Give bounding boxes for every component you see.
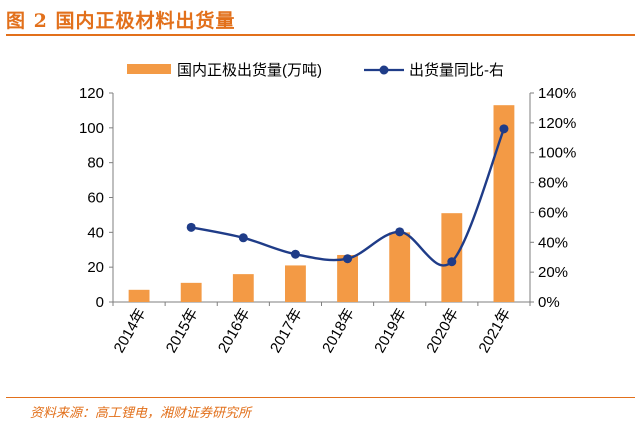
x-tick-label: 2016年 (215, 306, 254, 356)
legend-line-label: 出货量同比-右 (409, 62, 504, 79)
legend-line-marker (379, 65, 389, 75)
yoy-point-2017年 (290, 249, 300, 259)
x-tick-label: 2019年 (371, 306, 410, 356)
bar-2019年 (389, 232, 411, 302)
yoy-point-2018年 (343, 254, 353, 264)
yoy-line (186, 124, 509, 267)
legend-bar-swatch (127, 64, 171, 74)
y-left-tick-label: 20 (87, 259, 104, 276)
yoy-point-2020年 (447, 257, 457, 267)
y-left-tick-label: 60 (87, 190, 104, 207)
yoy-point-2016年 (238, 233, 248, 243)
y-right-tick-label: 100% (538, 145, 576, 162)
bar-2017年 (285, 265, 306, 302)
bottom-divider (6, 397, 635, 398)
chart-title: 图 2 国内正极材料出货量 (6, 10, 236, 32)
bar-2018年 (337, 254, 358, 302)
x-tick-label: 2021年 (475, 306, 514, 356)
y-right-tick-label: 80% (538, 175, 568, 192)
x-tick-label: 2014年 (111, 306, 150, 356)
y-right-tick-label: 0% (538, 294, 560, 311)
x-axis-labels: 2014年 2015年 2016年 2017年 2018年 2019年 2020年 2021年 (111, 306, 515, 356)
yoy-point-2021年 (499, 124, 509, 134)
bars (128, 105, 515, 302)
y-right-tick-label: 40% (538, 234, 568, 251)
bar-2014年 (128, 289, 150, 302)
legend-bar-label: 国内正极出货量(万吨) (177, 62, 322, 79)
x-tick-label: 2015年 (163, 306, 202, 356)
y-left-tick-label: 0 (96, 294, 104, 311)
y-left-tick-label: 40 (87, 224, 104, 241)
y-left-tick-label: 80 (87, 155, 104, 172)
bar-2016年 (232, 274, 254, 302)
yoy-point-2015年 (186, 222, 196, 232)
x-tick-label: 2017年 (267, 306, 306, 356)
x-tick-label: 2020年 (423, 306, 462, 356)
bar-2015年 (180, 282, 202, 302)
title-divider (6, 34, 635, 36)
source-note: 资料来源：高工锂电，湘财证券研究所 (30, 406, 252, 421)
y-right-tick-label: 20% (538, 264, 568, 281)
legend: 国内正极出货量(万吨) 出货量同比-右 (127, 62, 504, 79)
yoy-point-2019年 (395, 227, 405, 237)
y-left-tick-label: 100 (79, 120, 104, 137)
bar-2021年 (493, 105, 515, 302)
y-right-tick-label: 140% (538, 85, 576, 102)
y-left-tick-label: 120 (79, 85, 104, 102)
y-right-tick-label: 60% (538, 204, 568, 221)
y-right-tick-label: 120% (538, 115, 576, 132)
x-tick-label: 2018年 (319, 306, 358, 356)
